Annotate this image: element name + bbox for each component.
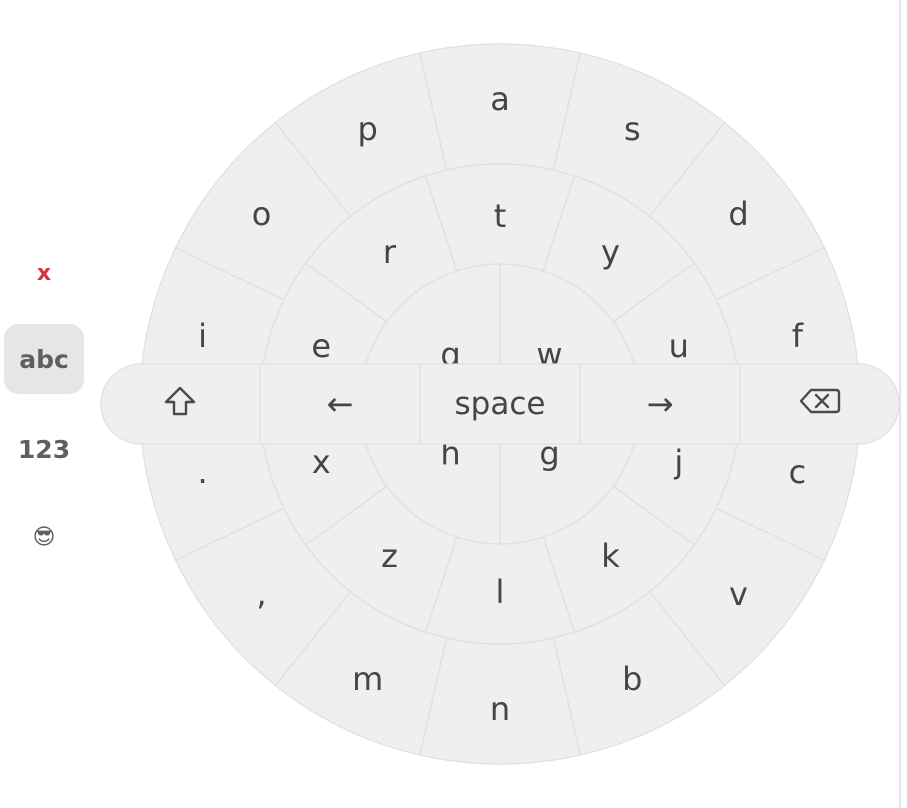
key-a[interactable]: a [419, 43, 581, 171]
action-bar-background [100, 363, 900, 445]
key-label: n [490, 690, 510, 728]
cursor-right-key[interactable]: → [580, 364, 740, 444]
key-label: l [496, 573, 505, 611]
key-label: k [601, 537, 620, 575]
key-r[interactable]: r [304, 174, 458, 323]
mode-123-button[interactable]: 123 [17, 434, 71, 464]
space-label: space [455, 386, 546, 422]
shift-arrow-icon [164, 386, 196, 416]
key-label: d [728, 195, 748, 233]
key-label: x [312, 443, 331, 481]
key-label: f [792, 317, 804, 355]
key-label: i [198, 317, 207, 355]
key-label: y [601, 233, 620, 271]
cursor-left-label: ← [327, 385, 354, 423]
mode-switcher: x abc 123 😎 [0, 0, 90, 808]
key-label: p [358, 110, 378, 148]
close-button[interactable]: x [36, 260, 52, 286]
key-label: e [311, 327, 331, 365]
key-label: b [622, 660, 642, 698]
action-bar: ← space → [100, 363, 900, 445]
mode-emoji-button[interactable]: 😎 [32, 524, 56, 550]
key-label: s [624, 110, 641, 148]
key-label: z [381, 537, 398, 575]
cursor-right-label: → [647, 385, 674, 423]
space-key[interactable]: space [420, 364, 580, 444]
mode-abc-button[interactable]: abc [4, 324, 84, 394]
key-label: v [729, 575, 748, 613]
key-label: o [252, 195, 272, 233]
backspace-icon [799, 388, 841, 414]
cursor-left-key[interactable]: ← [260, 364, 420, 444]
key-label: , [256, 575, 266, 613]
key-label: c [789, 453, 807, 491]
key-label: . [198, 453, 208, 491]
key-label: r [383, 233, 397, 271]
key-label: j [673, 443, 683, 481]
right-edge-divider [899, 0, 901, 808]
backspace-key[interactable] [740, 364, 899, 444]
key-y[interactable]: y [542, 174, 696, 323]
key-label: u [669, 327, 689, 365]
key-label: t [494, 197, 507, 235]
shift-key[interactable] [101, 364, 260, 444]
key-label: a [490, 80, 510, 118]
key-v[interactable]: v [648, 507, 826, 687]
key-label: m [352, 660, 383, 698]
key-n[interactable]: n [419, 637, 581, 765]
key-b[interactable]: b [552, 590, 726, 756]
